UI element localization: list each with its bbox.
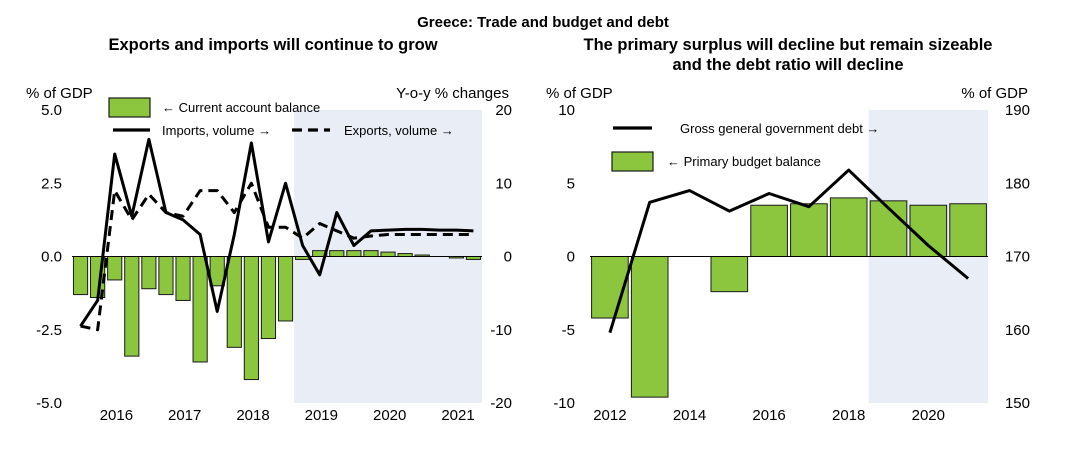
trade-lines <box>79 137 474 332</box>
budget-panel-title-line-1: The primary surplus will decline but rem… <box>584 36 993 54</box>
left-tick-label: -2.5 <box>36 322 62 339</box>
bar <box>72 256 89 296</box>
trade-panel-title: Exports and imports will continue to gro… <box>108 36 437 54</box>
left-tick-label: -5 <box>562 322 575 339</box>
bar <box>346 250 362 257</box>
x-tick-label: 2016 <box>100 407 133 424</box>
bar <box>192 256 208 363</box>
left-tick-label: 5 <box>567 175 575 192</box>
left-tick-label: 0.0 <box>41 249 62 266</box>
budget-axes: 10 190 5 180 0 170 -5 160 -10 150 2012 2014 2016 2018… <box>553 102 1030 424</box>
right-tick-label: 10 <box>495 175 512 192</box>
x-tick-label: 2020 <box>373 407 406 424</box>
bar <box>124 256 140 357</box>
right-tick-label: -20 <box>490 395 512 412</box>
debt-line <box>608 168 970 334</box>
bar <box>226 256 242 348</box>
right-tick-label: 150 <box>1005 395 1030 412</box>
bar <box>141 256 157 290</box>
left-axis-unit: % of GDP <box>26 85 93 102</box>
left-tick-label: 2.5 <box>41 175 62 192</box>
budget-legend: Gross general government debt → ← Primar… <box>611 121 879 172</box>
left-tick-label: 0 <box>567 249 575 266</box>
current-account-bars <box>72 250 482 381</box>
bar <box>260 256 277 340</box>
figure-title: Greece: Trade and budget and debt <box>417 14 669 31</box>
x-tick-label: 2014 <box>673 407 706 424</box>
bar <box>949 203 987 257</box>
bar <box>909 204 948 257</box>
bar <box>380 251 396 258</box>
right-tick-label: 180 <box>1005 175 1030 192</box>
bar <box>710 256 749 293</box>
bar <box>243 256 259 381</box>
x-tick-label: 2012 <box>593 407 626 424</box>
legend-swatch-current-account <box>108 97 151 118</box>
bar <box>209 256 225 287</box>
bar <box>175 256 191 301</box>
right-axis-unit: % of GDP <box>961 85 1028 102</box>
legend-label-current-account: ← Current account balance <box>162 100 320 115</box>
budget-panel-title-line-2: and the debt ratio will decline <box>672 56 903 74</box>
left-tick-label: 10 <box>558 102 575 119</box>
right-tick-label: 160 <box>1005 322 1030 339</box>
trade-legend: ← Current account balance Imports, volum… <box>108 97 454 138</box>
trade-axes: 5.0 20 2.5 10 0.0 0 -2.5 -10 -5.0 -20 2016 2017 2018… <box>36 102 512 424</box>
bar <box>829 197 868 257</box>
bar <box>630 256 669 398</box>
left-tick-label: 5.0 <box>41 102 62 119</box>
bar <box>277 256 294 322</box>
left-axis-unit: % of GDP <box>546 85 613 102</box>
left-tick-label: -10 <box>553 395 575 412</box>
right-tick-label: 0 <box>504 249 512 266</box>
x-tick-label: 2021 <box>441 407 474 424</box>
right-tick-label: -10 <box>490 322 512 339</box>
legend-label-exports: Exports, volume → <box>344 123 454 138</box>
budget-panel: The primary surplus will decline but rem… <box>546 36 1030 424</box>
imports-line <box>79 137 474 327</box>
bar <box>363 250 379 257</box>
bar <box>158 256 174 296</box>
exports-line <box>80 181 474 332</box>
legend-label-imports: Imports, volume → <box>162 123 271 138</box>
trade-panel: Exports and imports will continue to gro… <box>26 36 512 424</box>
left-tick-label: -5.0 <box>36 395 62 412</box>
x-tick-label: 2018 <box>832 407 865 424</box>
bar <box>329 250 345 257</box>
x-tick-label: 2016 <box>752 407 785 424</box>
bar <box>790 203 828 257</box>
bar <box>107 256 123 281</box>
legend-swatch-primary-balance <box>611 151 654 172</box>
x-tick-label: 2019 <box>305 407 338 424</box>
right-axis-unit: Y-o-y % changes <box>396 85 509 102</box>
x-tick-label: 2020 <box>912 407 945 424</box>
legend-label-primary-balance: ← Primary budget balance <box>667 154 821 169</box>
x-tick-label: 2018 <box>236 407 269 424</box>
right-tick-label: 170 <box>1005 249 1030 266</box>
right-tick-label: 190 <box>1005 102 1030 119</box>
debt-line <box>608 168 970 334</box>
bar <box>750 204 788 257</box>
right-tick-label: 20 <box>495 102 512 119</box>
legend-label-debt: Gross general government debt → <box>680 121 879 136</box>
x-tick-label: 2017 <box>168 407 201 424</box>
